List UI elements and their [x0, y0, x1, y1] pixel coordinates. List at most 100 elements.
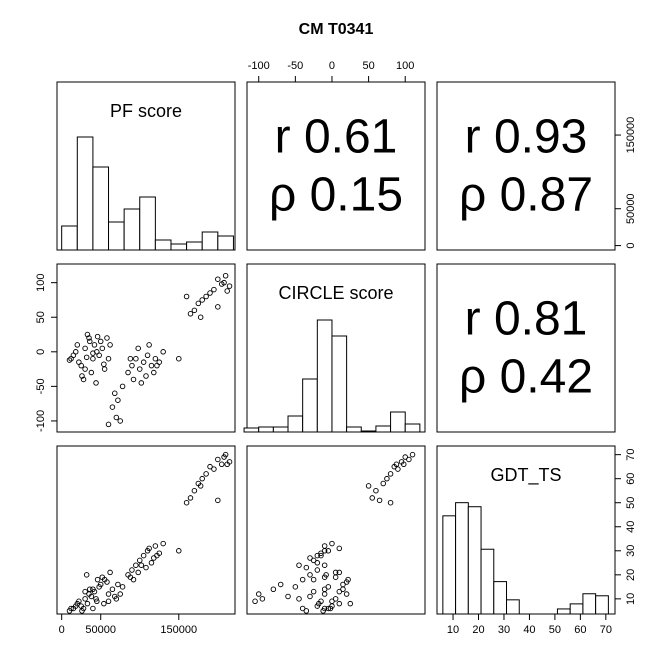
scatter-point	[88, 593, 95, 600]
y-tick-label: 60	[625, 473, 637, 485]
scatter-point	[160, 349, 166, 355]
scatter-point	[79, 373, 85, 379]
scatter-point	[107, 569, 113, 576]
x-tick-label: 50	[549, 624, 561, 636]
scatter-point	[221, 279, 227, 286]
scatter-point	[117, 591, 123, 597]
scatter-point	[310, 576, 317, 583]
scatter-point	[221, 454, 227, 460]
histogram-bar	[480, 548, 495, 615]
scatter-point	[154, 362, 160, 369]
scatter-point	[307, 555, 313, 561]
scatter-point	[74, 342, 81, 348]
scatter-point	[117, 418, 123, 424]
histogram-bar	[108, 221, 125, 251]
correlation-rho: ρ 0.15	[269, 169, 403, 222]
scatter-point	[395, 466, 401, 472]
x-tick-label: 50	[362, 60, 374, 72]
scatter-point	[226, 283, 233, 289]
scatter-point	[321, 591, 328, 597]
scatter-point	[68, 355, 74, 362]
scatter-point	[203, 471, 209, 477]
scatter-point	[125, 369, 131, 376]
histogram-bar	[346, 426, 362, 433]
scatter-point	[218, 461, 225, 468]
scatter-point	[72, 349, 79, 355]
scatter-point	[187, 495, 194, 501]
scatter-point	[270, 586, 277, 592]
scatter-point	[207, 290, 213, 296]
histogram-bar	[217, 235, 234, 251]
scatter-point	[143, 564, 149, 571]
scatter-point	[292, 584, 299, 590]
scatter-point	[99, 574, 106, 580]
scatter-point	[303, 564, 310, 571]
x-tick-label: 100	[396, 60, 414, 72]
scatter-point	[112, 593, 118, 600]
scatter-point	[101, 600, 107, 607]
x-tick-label: 20	[472, 624, 484, 636]
scatter-point	[76, 359, 82, 365]
scatter-point	[146, 342, 152, 348]
scatter-point	[393, 461, 400, 468]
scatter-point	[321, 574, 328, 580]
scatter-point	[104, 335, 110, 341]
correlation-r: r 0.61	[275, 111, 398, 164]
scatter-point	[398, 459, 405, 465]
y-tick-label: 100	[35, 273, 47, 291]
x-tick-label: 70	[600, 624, 612, 636]
scatter-point	[310, 557, 317, 564]
x-tick-label: 150000	[160, 624, 197, 636]
y-tick-label: 70	[625, 449, 637, 461]
scatter-point	[148, 560, 155, 566]
scatter-point	[336, 600, 343, 607]
scatter-point	[87, 586, 93, 592]
scatter-point	[318, 552, 324, 559]
scatter-point	[140, 552, 147, 559]
scatter-point	[79, 608, 85, 614]
scatter-point	[402, 454, 408, 460]
scatter-point	[327, 605, 334, 612]
scatter-point	[83, 354, 90, 361]
scatter-point	[314, 560, 321, 566]
scatter-point	[187, 311, 194, 317]
scatter-point	[140, 359, 147, 365]
y-tick-label: 0	[35, 349, 47, 355]
scatter-point	[387, 499, 394, 506]
scatter-point	[119, 383, 126, 390]
scatter-point	[183, 499, 190, 506]
scatter-point	[365, 483, 372, 489]
histogram-bar	[61, 225, 78, 251]
scatter-point	[259, 596, 266, 602]
y-tick-label: 0	[625, 243, 637, 249]
variable-name: PF score	[110, 101, 182, 121]
scatter-point	[316, 600, 322, 607]
scatter-point	[384, 475, 390, 482]
scatter-point	[387, 471, 394, 477]
scatter-point	[87, 338, 93, 345]
x-tick-label: 50000	[85, 624, 116, 636]
y-tick-label: 50	[35, 311, 47, 323]
scatter-point	[90, 605, 96, 612]
scatter-point	[191, 487, 198, 494]
scatter-point	[318, 550, 324, 556]
scatter-point	[94, 598, 100, 605]
histogram-bar	[404, 423, 421, 433]
chart-title: CM T0341	[299, 21, 374, 38]
x-tick-label: -100	[248, 60, 270, 72]
scatter-point	[151, 369, 157, 376]
scatter-point	[191, 307, 198, 314]
scatter-point	[199, 297, 205, 303]
scatter-point	[82, 366, 88, 372]
scatter-point	[207, 463, 213, 470]
scatter-point	[82, 588, 88, 595]
scatter-point	[406, 456, 412, 463]
histogram-bar	[582, 593, 597, 615]
histogram-bar	[258, 426, 274, 433]
scatter-point	[160, 540, 166, 547]
scatter-point	[336, 545, 343, 552]
scatter-point	[83, 572, 90, 578]
x-tick-label: 0	[59, 624, 65, 636]
scatter-point	[112, 390, 118, 397]
